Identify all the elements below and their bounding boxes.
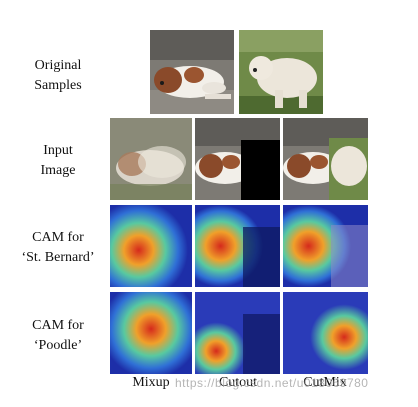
row-label-cam-bernard-line1: CAM for — [32, 230, 84, 245]
row-label-cam-bernard: CAM for ‘St. Bernard’ — [8, 228, 108, 268]
watermark-text: https://blog.csdn.net/u013069780 — [175, 376, 369, 390]
row-label-input-line2: Image — [40, 163, 76, 178]
column-label-cutout: Cutout — [218, 375, 258, 390]
row-label-original-line2: Samples — [34, 78, 82, 93]
cam-bernard-mixup — [110, 205, 192, 287]
row-label-cam-poodle: CAM for ‘Poodle’ — [8, 316, 108, 356]
cam-poodle-cutout — [195, 292, 280, 374]
cam-poodle-cutmix — [283, 292, 368, 374]
cam-poodle-mixup — [110, 292, 192, 374]
original-poodle-image — [239, 30, 323, 114]
row-label-cam-bernard-line2: ‘St. Bernard’ — [21, 250, 95, 265]
column-label-cutmix: CutMix — [303, 375, 347, 390]
row-label-original-line1: Original — [34, 58, 82, 73]
input-cutmix-image — [283, 118, 368, 200]
original-st-bernard-image — [150, 30, 234, 114]
row-label-cam-poodle-line2: ‘Poodle’ — [33, 338, 83, 353]
input-cutout-image — [195, 118, 280, 200]
column-label-mixup: Mixup — [132, 375, 170, 390]
row-label-input-line1: Input — [43, 143, 73, 158]
row-label-original: Original Samples — [8, 56, 108, 96]
row-label-input: Input Image — [8, 141, 108, 181]
cam-bernard-cutmix — [283, 205, 368, 287]
cam-bernard-cutout — [195, 205, 280, 287]
input-mixup-image — [110, 118, 192, 200]
row-label-cam-poodle-line1: CAM for — [32, 318, 84, 333]
